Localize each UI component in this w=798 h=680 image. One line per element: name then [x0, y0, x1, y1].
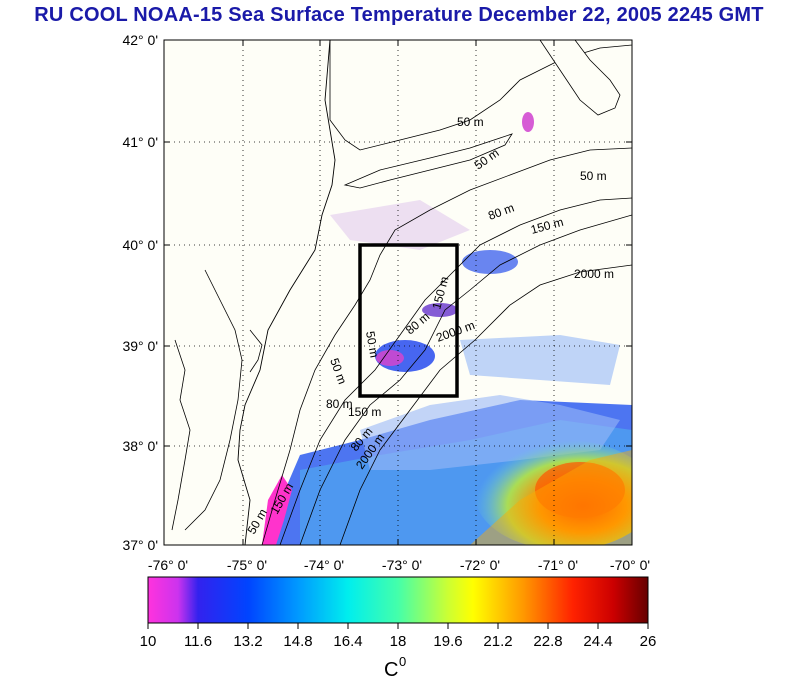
colorbar-tick-label: 13.2 [233, 633, 262, 650]
land-chesapeake-line [171, 339, 191, 531]
colorbar-tick-label: 21.2 [483, 633, 512, 650]
sst-patch-box-pink [376, 350, 404, 366]
lon-label: -75° 0' [227, 557, 267, 573]
colorbar-tick-label: 24.4 [583, 633, 612, 650]
sst-patch-north [462, 250, 518, 274]
contour-label: 150 m [348, 405, 381, 419]
land-delmarva-line [184, 269, 243, 531]
colorbar-tick-label: 26 [640, 633, 657, 650]
axis-ticks [164, 39, 632, 545]
sst-scatter-east [460, 335, 620, 385]
lon-label: -76° 0' [148, 557, 188, 573]
contour-label: 50 m [457, 115, 484, 129]
sst-scatter-shelf [330, 200, 470, 250]
lat-label: 42° 0' [122, 32, 158, 48]
land-delaware-bay [249, 329, 263, 373]
contour-label: 2000 m [574, 267, 614, 281]
lon-label: -71° 0' [538, 557, 578, 573]
colorbar-tick-label: 16.4 [333, 633, 362, 650]
lat-label: 40° 0' [122, 237, 158, 253]
land-long-island [343, 133, 513, 189]
isobath-50m [261, 147, 632, 545]
sst-patch-ne [522, 112, 534, 132]
contour-label: 50 m [580, 169, 607, 183]
lon-label: -73° 0' [382, 557, 422, 573]
lat-label: 38° 0' [122, 438, 158, 454]
graticule [164, 40, 632, 545]
colorbar-tick-label: 19.6 [433, 633, 462, 650]
colorbar [147, 576, 649, 624]
lon-label: -74° 0' [304, 557, 344, 573]
land-cape-cod [539, 40, 621, 116]
contour-label: 80 m [326, 397, 353, 411]
isobath-150m [299, 214, 632, 545]
contour-label: 50 m [363, 330, 381, 359]
map-title: RU COOL NOAA-15 Sea Surface Temperature … [34, 4, 764, 26]
lon-label: -72° 0' [460, 557, 500, 573]
lat-label: 41° 0' [122, 134, 158, 150]
study-area-box [358, 243, 459, 398]
colorbar-tick-label: 18 [390, 633, 407, 650]
lat-label: 39° 0' [122, 338, 158, 354]
colorbar-ticks [147, 623, 649, 629]
colorbar-tick-label: 11.6 [184, 633, 212, 650]
sst-warm-band [470, 450, 632, 545]
lon-label: -70° 0' [610, 557, 650, 573]
colorbar-unit-superscript: 0 [399, 654, 406, 669]
lat-label: 37° 0' [122, 537, 158, 553]
colorbar-unit-label: C [384, 659, 398, 680]
colorbar-tick-label: 14.8 [283, 633, 312, 650]
colorbar-tick-label: 22.8 [533, 633, 562, 650]
colorbar-tick-label: 10 [140, 633, 157, 650]
land-nj-coast [164, 40, 336, 545]
sst-cold-nearshore [262, 475, 292, 545]
sst-warm-core [535, 462, 625, 518]
